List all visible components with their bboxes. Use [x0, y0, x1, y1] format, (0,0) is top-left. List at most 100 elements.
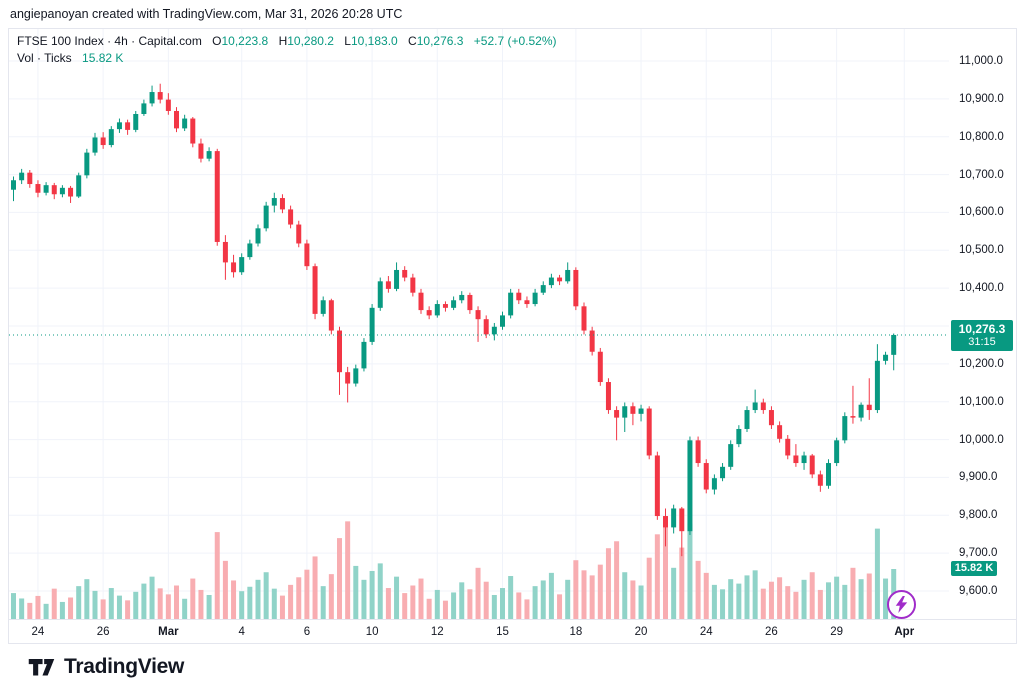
time-tick-label: 10: [365, 626, 379, 638]
candle-body: [817, 474, 823, 486]
volume-bar: [720, 589, 726, 619]
price-tick-label: 10,500.0: [959, 244, 1004, 257]
volume-bar: [777, 577, 783, 619]
candle-body: [222, 241, 228, 263]
candle-body: [768, 410, 774, 426]
volume-bar: [760, 588, 766, 619]
volume-bar: [858, 579, 864, 619]
candle-body: [76, 175, 82, 197]
attribution-text: angiepanoyan created with TradingView.co…: [10, 7, 403, 21]
time-axis[interactable]: 24 26 Mar 4 6 10 12 15 18 20 24 26 29 Apr: [9, 619, 1016, 643]
candle-body: [125, 122, 131, 130]
volume-bar: [500, 588, 505, 619]
volume-bar: [850, 567, 856, 619]
candle-body: [279, 198, 285, 210]
volume-bar: [247, 586, 253, 619]
volume-bar: [663, 526, 668, 619]
candle-body: [141, 103, 147, 114]
candle-body: [687, 440, 693, 532]
candle-body: [198, 143, 204, 159]
candlestick-chart[interactable]: [9, 29, 949, 619]
candle-body: [247, 243, 253, 258]
candle-body: [752, 402, 758, 411]
candle-body: [597, 351, 603, 383]
candle-body: [540, 285, 546, 293]
candle-body: [451, 300, 457, 308]
volume-study-value: 15.82 K: [82, 51, 124, 65]
volume-bar: [605, 548, 611, 619]
volume-bar: [768, 581, 774, 619]
volume-bar: [100, 599, 106, 619]
candle-body: [491, 326, 497, 335]
volume-bar: [345, 521, 351, 619]
volume-bar: [157, 588, 163, 619]
candle-body: [345, 372, 351, 384]
exchange-label[interactable]: Capital.com: [138, 34, 202, 48]
volume-bar: [654, 534, 660, 619]
volume-bar: [11, 593, 16, 619]
volume-bar: [475, 567, 481, 619]
candle-body: [524, 300, 530, 305]
symbol-name[interactable]: FTSE 100 Index: [17, 34, 104, 48]
candle-body: [59, 187, 65, 195]
candle-body: [646, 408, 652, 456]
interval-label[interactable]: 4h: [114, 34, 128, 48]
close-key: C: [408, 34, 417, 48]
volume-bar: [459, 582, 465, 619]
volume-bar: [744, 575, 750, 619]
high-value: 10,280.2: [287, 34, 334, 48]
tradingview-logo-icon: [28, 658, 55, 675]
candle-body: [866, 404, 872, 411]
volume-bar: [516, 592, 522, 619]
time-tick-label: 4: [238, 626, 245, 638]
volume-bar: [581, 570, 587, 619]
volume-bar: [239, 591, 245, 619]
volume-bar: [328, 574, 334, 619]
candle-body: [394, 269, 400, 289]
volume-bar: [92, 590, 98, 619]
volume-bar: [793, 591, 799, 619]
candle-body: [312, 266, 318, 314]
time-tick-label: 24: [31, 626, 45, 638]
volume-bar: [141, 583, 147, 619]
candlestick-plot-area[interactable]: FTSE 100 Index · 4h · Capital.com O10,22…: [9, 29, 949, 619]
volume-bar: [125, 600, 131, 619]
volume-bar: [108, 588, 114, 619]
price-axis[interactable]: 10,276.3 31:15 15.82 K 11,000.0 10,900.0 1…: [949, 29, 1016, 619]
price-tick-label: 10,000.0: [959, 433, 1004, 446]
volume-bar: [190, 578, 196, 619]
candle-body: [711, 478, 717, 490]
candle-body: [231, 262, 237, 273]
candle-body: [320, 300, 326, 314]
volume-bar: [679, 547, 685, 619]
candle-body: [654, 455, 660, 517]
candle-body: [760, 402, 766, 411]
candle-body: [385, 281, 391, 289]
flash-boost-button[interactable]: [887, 590, 916, 619]
candle-body: [174, 110, 179, 129]
volume-bar: [589, 575, 595, 619]
tradingview-logo[interactable]: TradingView: [28, 655, 184, 679]
volume-bar: [418, 578, 424, 619]
volume-bar: [27, 602, 33, 619]
candle-body: [516, 292, 522, 301]
candle-body: [206, 151, 212, 159]
volume-bar: [622, 572, 628, 619]
volume-bar: [646, 557, 652, 619]
candle-body: [614, 410, 620, 418]
time-tick-label: 15: [496, 626, 509, 638]
volume-bar: [866, 573, 872, 619]
candle-body: [100, 137, 106, 146]
volume-bar: [182, 598, 188, 619]
low-key: L: [344, 34, 351, 48]
candle-body: [84, 152, 90, 176]
volume-bar: [434, 589, 440, 619]
time-tick-label: 24: [699, 626, 713, 638]
volume-study-label[interactable]: Vol · Ticks: [17, 51, 72, 65]
open-value: 10,223.8: [221, 34, 269, 48]
price-tick-label: 10,900.0: [959, 92, 1004, 105]
volume-bar: [883, 578, 889, 619]
volume-bar: [214, 532, 220, 619]
candle-body: [377, 281, 383, 308]
lightning-icon: [895, 596, 908, 613]
